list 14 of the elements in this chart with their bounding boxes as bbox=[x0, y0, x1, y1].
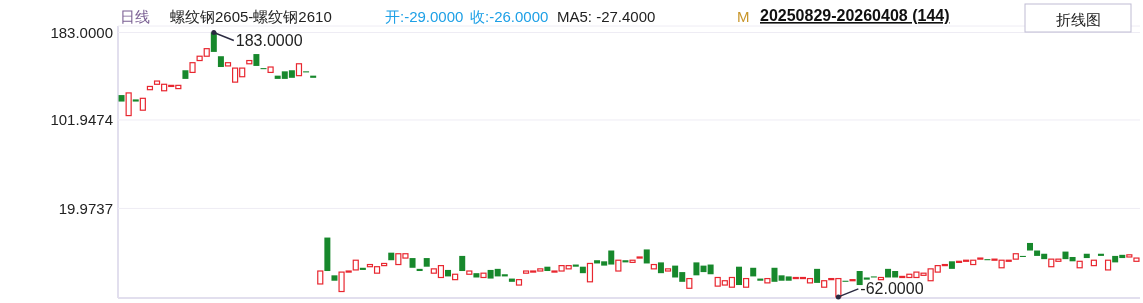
annotation: 183.0000 bbox=[235, 31, 303, 49]
text: 开:-29.0000 bbox=[385, 8, 464, 25]
button: 折线图 bbox=[1024, 3, 1132, 33]
text: 20250829-20260408 (144) bbox=[760, 7, 950, 24]
y-tick-label: 101.9474 bbox=[50, 111, 113, 129]
y-tick-label: 183.0000 bbox=[50, 23, 113, 41]
annotation: -62.0000 bbox=[860, 280, 924, 298]
text: M bbox=[737, 8, 750, 25]
text: MA5: -27.4000 bbox=[557, 8, 656, 25]
annotation: 折线图 bbox=[1055, 10, 1101, 28]
y-tick-label: 19.9737 bbox=[58, 199, 113, 217]
chart-subtitle: 螺纹钢2605-螺纹钢2610 bbox=[170, 8, 332, 25]
chart-title: 日线 bbox=[120, 8, 150, 25]
text: 收:-26.0000 bbox=[470, 8, 549, 25]
